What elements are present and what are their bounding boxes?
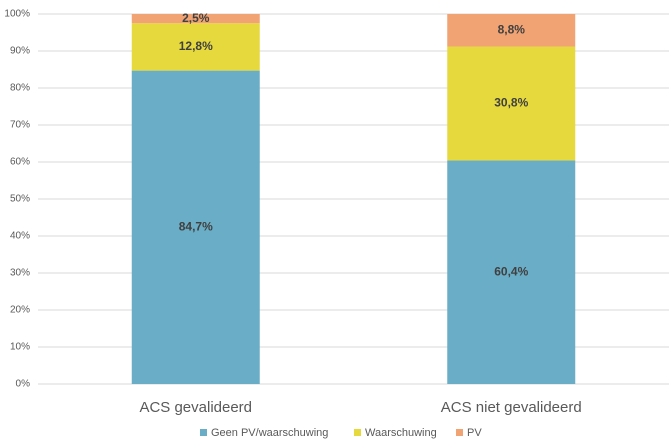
value-label: 12,8%: [179, 39, 213, 53]
legend-swatch: [200, 429, 207, 436]
legend-label: Waarschuwing: [365, 427, 437, 439]
y-tick-label: 50%: [10, 194, 30, 205]
y-tick-label: 60%: [10, 157, 30, 168]
legend-label: PV: [467, 427, 482, 439]
y-tick-label: 100%: [4, 9, 30, 20]
x-tick-label: ACS niet gevalideerd: [441, 399, 582, 416]
bar-segment: [131, 23, 260, 71]
value-label: 60,4%: [494, 264, 528, 278]
y-tick-label: 30%: [10, 268, 30, 279]
legend-swatch: [456, 429, 463, 436]
x-tick-label: ACS gevalideerd: [139, 399, 252, 416]
value-label: 2,5%: [182, 11, 210, 25]
value-label: 84,7%: [179, 219, 213, 233]
bar-segment: [447, 14, 576, 47]
legend-swatch: [354, 429, 361, 436]
bar-segment: [131, 70, 260, 385]
y-tick-label: 10%: [10, 342, 30, 353]
y-tick-label: 20%: [10, 305, 30, 316]
bar-segment: [447, 46, 576, 161]
y-tick-label: 80%: [10, 83, 30, 94]
y-tick-label: 0%: [16, 379, 31, 390]
y-tick-label: 70%: [10, 120, 30, 131]
bar-segment: [447, 160, 576, 384]
legend-label: Geen PV/waarschuwing: [211, 427, 328, 439]
value-label: 8,8%: [498, 22, 526, 36]
bar-segment: [131, 14, 260, 24]
value-label: 30,8%: [494, 96, 528, 110]
y-tick-label: 40%: [10, 231, 30, 242]
y-tick-label: 90%: [10, 46, 30, 57]
